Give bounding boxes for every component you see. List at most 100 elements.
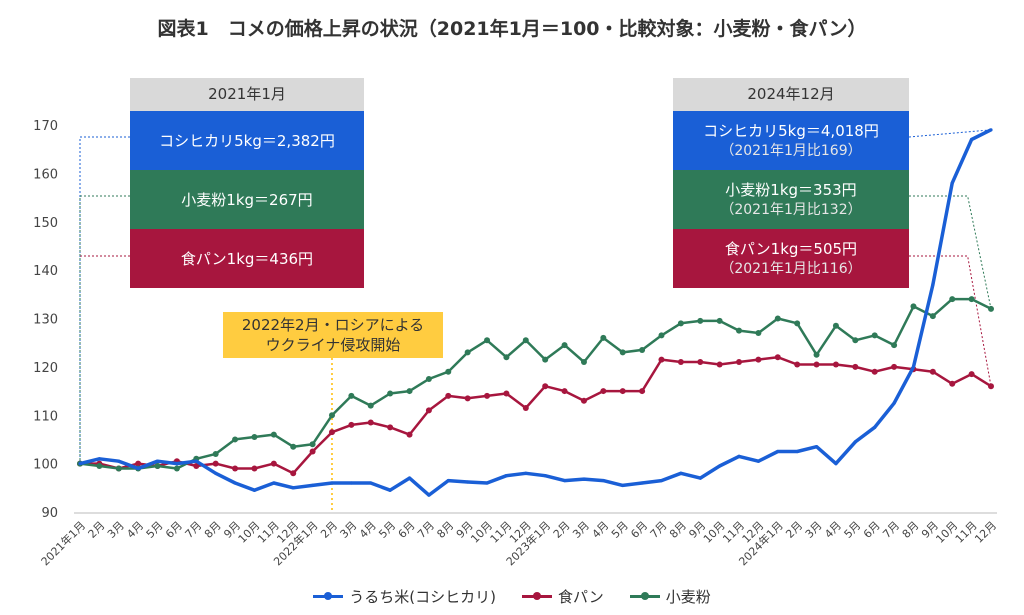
data-point-wheat (522, 337, 529, 344)
data-point-bread (387, 424, 394, 431)
data-point-bread (251, 465, 258, 472)
data-point-wheat (290, 443, 297, 450)
data-point-bread (503, 390, 510, 397)
data-point-rice (310, 483, 315, 487)
x-tick-label: 4月 (357, 519, 379, 541)
data-point-bread (852, 363, 859, 370)
data-point-wheat (580, 359, 587, 366)
data-point-bread (677, 359, 684, 366)
data-point-bread (348, 421, 355, 428)
data-point-wheat (96, 463, 103, 470)
data-point-rice (252, 488, 257, 492)
data-point-rice (989, 128, 993, 132)
data-point-wheat (484, 337, 491, 344)
data-point-bread (600, 388, 607, 395)
box-2021-01-rice-label: コシヒカリ5kg＝2,382円 (159, 131, 335, 150)
y-tick-label: 130 (33, 313, 58, 328)
x-tick-label: 3月 (570, 519, 592, 541)
data-point-wheat (425, 375, 432, 382)
box-2024-12-wheat-ratio: （2021年1月比132） (720, 201, 862, 218)
data-point-bread (406, 431, 413, 438)
data-point-bread (639, 388, 646, 395)
legend-label-bread: 食パン (557, 588, 604, 606)
data-point-bread (367, 419, 374, 426)
x-tick-label: 2月 (318, 519, 340, 541)
data-point-rice (214, 471, 218, 475)
leader-left-bread (79, 255, 130, 464)
data-point-bread (522, 404, 529, 411)
chart-series (77, 128, 994, 497)
x-tick-label: 3月 (338, 519, 360, 541)
leader-left-rice (79, 136, 130, 464)
leader-right-bread (909, 255, 992, 387)
legend-swatch-wheat (629, 592, 660, 600)
annotation-line-2: ウクライナ侵攻開始 (265, 336, 401, 354)
data-point-wheat (348, 392, 355, 399)
data-point-bread (290, 470, 297, 477)
data-point-bread (929, 368, 936, 375)
legend-label-wheat: 小麦粉 (665, 588, 711, 606)
x-tick-label: 2021年1月 (38, 518, 88, 568)
data-point-wheat (542, 356, 549, 363)
y-tick-label: 140 (33, 264, 58, 279)
data-point-rice (814, 445, 819, 449)
data-point-rice (136, 466, 140, 471)
data-point-rice (330, 481, 334, 485)
data-point-rice (562, 478, 567, 483)
leader-left-wheat (79, 195, 130, 464)
data-point-wheat (813, 351, 820, 358)
data-point-rice (543, 474, 547, 478)
box-2021-01-header: 2021年1月 (130, 78, 364, 111)
x-tick-label: 4月 (124, 519, 146, 541)
box-2021-01-bread-label: 食パン1kg＝436円 (180, 249, 314, 268)
leader-right-rice (908, 129, 992, 138)
data-point-rice (175, 462, 179, 466)
data-point-bread (813, 361, 820, 368)
series-line-rice (79, 128, 992, 497)
box-2021-01-rice: コシヒカリ5kg＝2,382円 (130, 111, 364, 170)
x-tick-label: 2月 (86, 519, 108, 541)
legend-item-rice: うるち米(コシヒカリ) (313, 586, 496, 607)
data-point-bread (212, 460, 219, 467)
data-point-wheat (929, 313, 936, 320)
data-point-wheat (270, 431, 277, 438)
data-point-bread (445, 392, 452, 399)
box-2024-12-rice: コシヒカリ5kg＝4,018円 （2021年1月比169） (673, 111, 909, 170)
x-tick-label: 2月 (783, 519, 805, 541)
data-point-rice (776, 449, 780, 454)
series-line-wheat (79, 297, 992, 470)
y-tick-label: 110 (33, 409, 58, 424)
box-2024-12-header: 2024年12月 (673, 78, 909, 111)
data-point-rice (272, 481, 276, 485)
data-point-bread (309, 448, 316, 455)
data-point-rice (795, 449, 799, 454)
data-point-bread (755, 356, 762, 363)
x-tick-label: 6月 (861, 519, 883, 541)
data-point-rice (194, 459, 198, 463)
data-point-bread (580, 397, 587, 404)
data-point-rice (679, 471, 683, 475)
data-point-rice (407, 476, 412, 480)
data-point-bread (658, 356, 665, 363)
data-point-wheat (988, 305, 994, 312)
box-2024-12-bread-label: 食パン1kg＝505円 (724, 239, 858, 258)
data-point-wheat (212, 450, 219, 457)
data-point-wheat (871, 332, 878, 339)
data-point-wheat (852, 337, 859, 344)
data-point-rice (931, 283, 935, 287)
data-point-bread (716, 361, 723, 368)
data-point-bread (988, 383, 994, 390)
data-point-bread (135, 460, 142, 467)
data-point-rice (698, 476, 702, 480)
data-point-bread (832, 361, 839, 368)
data-point-wheat (561, 342, 568, 349)
data-point-bread (871, 368, 878, 375)
data-point-rice (853, 440, 857, 444)
data-point-rice (524, 471, 528, 475)
data-point-bread (270, 460, 277, 467)
data-point-rice (117, 459, 121, 463)
data-point-bread (736, 359, 743, 366)
data-point-wheat (968, 296, 975, 303)
annotation-line-1: 2022年2月・ロシアによる (241, 316, 425, 334)
x-tick-label: 7月 (182, 519, 204, 541)
